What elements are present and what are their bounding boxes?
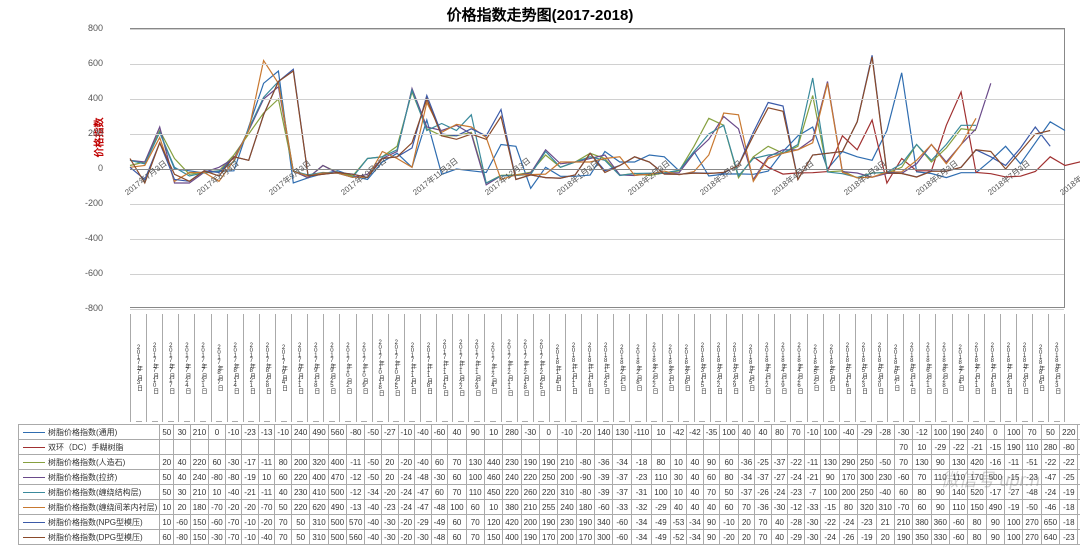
x-axis-date-table: 2017年7月3日2017年7月10日2017年7月17日2017年7月24日2… [130, 314, 1065, 422]
chart-title: 价格指数走势图(2017-2018) [0, 0, 1080, 29]
legend-data-table: 树脂价格指数(通用)50302100-10-23-13-10240490560-… [18, 424, 1080, 545]
